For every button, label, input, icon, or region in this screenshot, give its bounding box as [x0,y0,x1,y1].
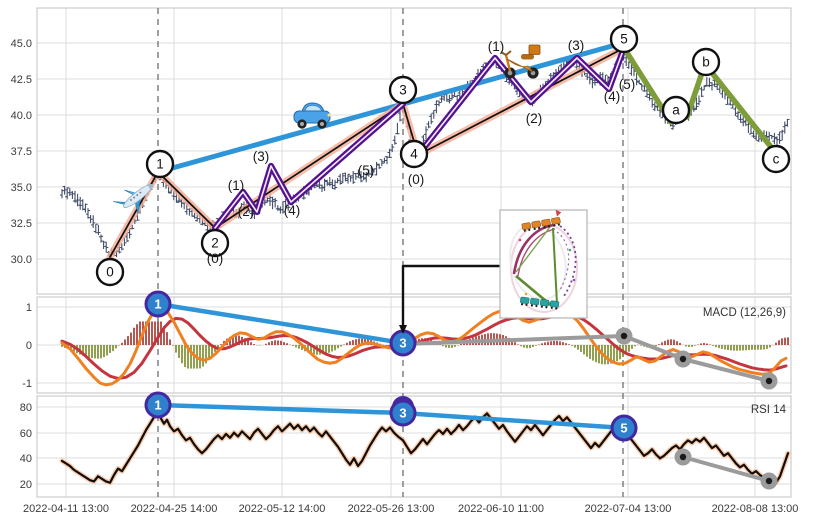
y-tick-label: -1 [22,378,32,390]
wave-marker-text: c [773,152,780,167]
y-tick-label: 35.0 [11,182,32,194]
blue-marker-text: 3 [399,336,406,351]
blue-wave-marker-3: 3 [389,329,417,357]
y-tick-label: 40.0 [11,110,32,122]
rsi-line [59,408,791,486]
macd-line [60,305,788,387]
blue-marker-text: 1 [154,297,161,312]
blue-wave-marker-1: 1 [144,290,172,318]
wave-marker-3: 3 [388,75,418,105]
wave-marker-0: 0 [95,257,125,287]
subwave-label: (5) [619,77,636,92]
wave-marker-text: 2 [211,236,219,251]
subwave-label: (3) [253,149,270,164]
y-tick-label: 40 [20,453,32,465]
subwave-label: (1) [488,39,505,54]
y-tick-label: 20 [20,479,32,491]
car-icon [293,102,331,129]
rsi-panel-label-text: RSI 14 [751,404,787,416]
wave-marker-text: 4 [410,147,418,162]
rsi-wave-markers: 1 3 5 [144,391,638,442]
rsi-panel [59,408,791,486]
blue-wave-marker-5: 5 [610,414,638,442]
wave-marker-1: 1 [145,149,175,179]
wave-marker-4: 4 [399,139,429,169]
y-tick-label: 0 [26,340,32,352]
subwave-label: (3) [568,38,585,53]
wave-marker-text: 3 [399,83,407,98]
wave-marker-a: a [661,95,691,125]
annotation-connector [399,264,501,334]
y-tick-label: 80 [20,402,32,414]
blue-wave-marker-1: 1 [144,391,172,419]
macd-divergence-blue-line [155,301,406,346]
subwave-paren-labels: (0)(1)(2)(3)(4)(5)(0)(1)(2)(3)(4)(5) [207,38,636,266]
y-tick-label: 42.5 [11,74,32,86]
price-icons [113,44,541,214]
purple-subwave-line-1 [211,100,407,232]
blue-marker-text: 1 [154,398,161,413]
macd-gray-trendline [401,327,778,390]
macd-panel-label: MACD (12,26,9) [703,307,786,319]
subwave-label: (0) [408,172,425,187]
purple-subwave-line-2 [414,44,628,159]
inset-train-top [521,217,561,232]
x-tick-label: 2022-05-26 13:00 [348,503,435,515]
macd-panel-label-text: MACD (12,26,9) [703,307,786,319]
inset-train-bottom [520,296,560,310]
y-tick-label: 30.0 [11,254,32,266]
rsi-panel-label: RSI 14 [751,404,787,416]
wave-circled-labels: 0 1 2 3 4 5 a b c [95,24,791,287]
wave-marker-text: 5 [620,32,628,47]
x-tick-label: 2022-04-25 14:00 [131,503,218,515]
x-tick-label: 2022-08-08 13:00 [712,503,799,515]
y-tick-label: 32.5 [11,218,32,230]
wave-marker-5: 5 [609,24,639,54]
subwave-label: (0) [207,251,224,266]
x-tick-label: 2022-06-10 11:00 [458,503,544,515]
subwave-label: (2) [238,204,255,219]
blue-marker-text: 3 [399,406,406,421]
scooter-icon [500,44,541,79]
y-tick-label: 45.0 [11,38,32,50]
wave-marker-text: 1 [156,157,164,172]
subwave-label: (1) [228,178,245,193]
x-tick-label: 2022-04-11 13:00 [23,503,109,515]
y-tick-label: 37.5 [11,146,32,158]
blue-wave-marker-3: 3 [389,396,417,427]
airplane-icon [113,183,154,214]
blue-marker-text: 5 [620,421,627,436]
macd-signal-line [60,313,788,380]
y-tick-label: 60 [20,428,32,440]
subwave-label: (4) [284,203,301,218]
rsi-gray-trendline [674,448,778,490]
subwave-label: (5) [358,163,375,178]
price-panel [59,38,790,261]
wave-marker-text: a [672,103,680,118]
x-tick-label: 2022-07-04 13:00 [585,503,672,515]
wave-marker-b: b [691,47,721,77]
y-tick-label: 1 [26,302,32,314]
roller-coaster-inset [499,209,588,319]
wave-marker-text: b [702,55,710,70]
subwave-label: (4) [604,89,621,104]
x-tick-label: 2022-05-12 14:00 [239,503,326,515]
wave-marker-text: 0 [106,265,114,280]
subwave-label: (2) [526,111,543,126]
macd-panel [60,305,789,387]
wave-marker-c: c [761,144,791,174]
wave-marker-2: 2 [200,228,230,258]
axis-labels: 45.042.540.037.535.032.530.010-180604020… [11,38,799,515]
